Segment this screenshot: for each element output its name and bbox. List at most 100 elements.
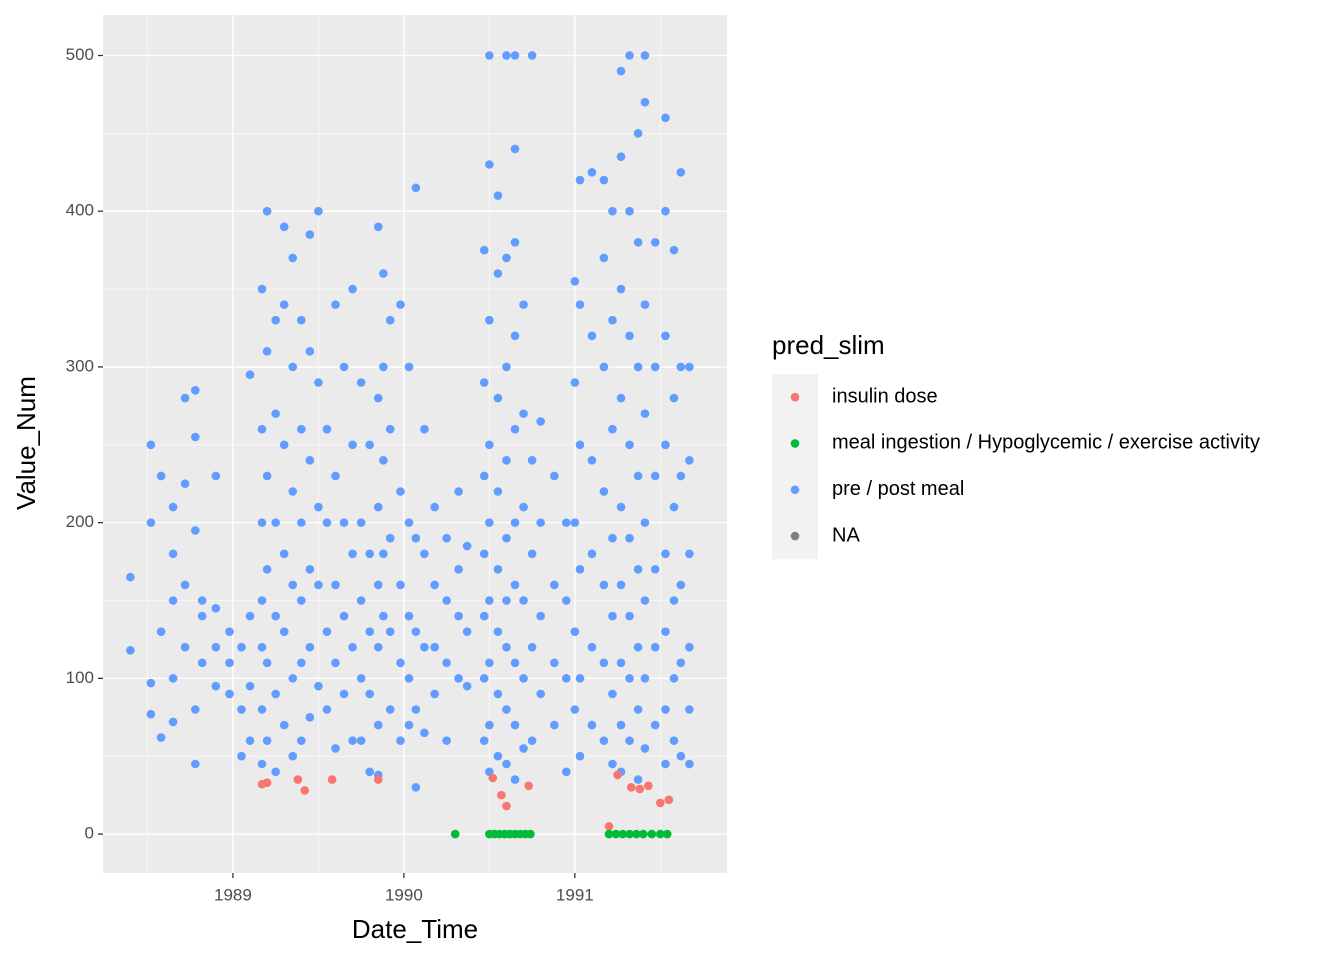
point — [331, 744, 340, 753]
point — [599, 580, 609, 590]
point — [279, 627, 289, 636]
point — [640, 51, 650, 60]
point — [633, 642, 643, 652]
point — [625, 440, 634, 450]
point — [257, 705, 267, 714]
point — [225, 627, 234, 636]
point — [493, 627, 503, 636]
point — [305, 456, 315, 465]
point — [570, 705, 580, 714]
point — [527, 736, 537, 745]
point — [168, 674, 178, 683]
point — [271, 767, 280, 777]
point — [420, 549, 429, 559]
point — [404, 720, 414, 730]
point — [156, 471, 166, 481]
point — [669, 736, 679, 745]
point — [314, 580, 323, 590]
point — [396, 487, 405, 496]
point — [676, 471, 686, 481]
point — [288, 674, 298, 683]
point — [570, 276, 580, 286]
y-tick-label: 400 — [66, 201, 94, 220]
point — [168, 596, 178, 605]
point — [587, 549, 597, 559]
point — [502, 533, 511, 543]
point — [430, 580, 439, 590]
point — [599, 487, 609, 496]
point — [604, 821, 614, 831]
point — [676, 362, 686, 372]
point — [604, 829, 614, 839]
point — [356, 596, 366, 605]
point — [197, 596, 207, 605]
point — [510, 658, 520, 668]
point — [373, 775, 383, 784]
point — [618, 829, 628, 839]
point — [356, 736, 366, 745]
point — [485, 315, 494, 325]
point — [297, 424, 306, 434]
point — [146, 518, 156, 527]
point — [454, 487, 463, 496]
point — [385, 424, 395, 434]
point — [650, 238, 660, 247]
y-tick-label: 200 — [66, 512, 94, 531]
point — [322, 705, 332, 714]
point — [454, 611, 463, 621]
point — [279, 440, 289, 450]
point — [288, 253, 298, 263]
point — [536, 689, 545, 699]
legend-swatch — [790, 392, 800, 402]
point — [485, 440, 494, 450]
point — [257, 759, 267, 769]
point — [633, 362, 643, 372]
point — [191, 385, 200, 395]
point — [305, 230, 315, 239]
point — [356, 674, 366, 683]
point — [288, 580, 298, 590]
point — [510, 775, 520, 784]
point — [442, 658, 451, 668]
point — [430, 502, 439, 512]
point — [314, 681, 323, 691]
point — [611, 829, 621, 839]
point — [404, 674, 414, 683]
point — [373, 393, 383, 403]
point — [640, 744, 650, 753]
legend-label: NA — [832, 524, 860, 546]
point — [462, 681, 472, 691]
point — [510, 144, 520, 154]
point — [502, 642, 511, 652]
point — [493, 487, 503, 496]
point — [640, 97, 650, 107]
point — [669, 502, 679, 512]
point — [570, 518, 580, 527]
point — [661, 627, 670, 636]
point — [625, 674, 634, 683]
point — [575, 751, 585, 761]
point — [608, 759, 617, 769]
point — [676, 580, 686, 590]
point — [524, 781, 533, 791]
point — [502, 456, 511, 465]
point — [661, 759, 670, 769]
point — [373, 580, 383, 590]
point — [633, 705, 643, 714]
point — [225, 689, 234, 699]
x-axis-title: Date_Time — [352, 914, 478, 944]
point — [262, 565, 272, 574]
point — [493, 191, 503, 200]
point — [211, 471, 221, 481]
point — [288, 487, 298, 496]
point — [625, 533, 634, 543]
point — [314, 206, 323, 216]
point — [262, 736, 272, 745]
point — [331, 580, 340, 590]
point — [488, 773, 498, 783]
point — [685, 549, 694, 559]
legend-label: pre / post meal — [832, 478, 964, 500]
point — [262, 347, 272, 356]
point — [536, 518, 545, 527]
point — [561, 767, 571, 777]
